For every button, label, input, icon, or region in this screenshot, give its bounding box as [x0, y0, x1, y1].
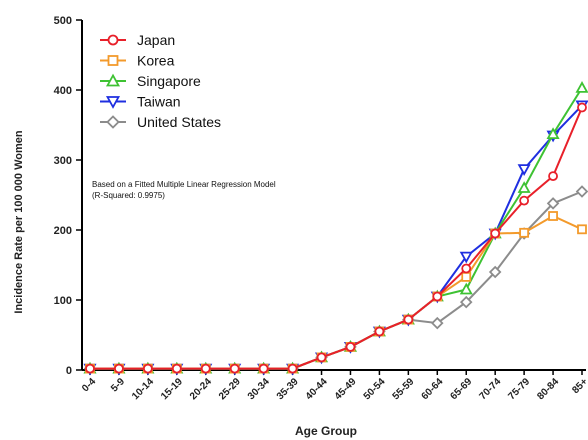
data-point-japan [432, 291, 443, 302]
data-point-japan [142, 363, 153, 374]
y-tick-label: 300 [54, 155, 72, 167]
data-point-japan [200, 363, 211, 374]
data-point-united-states [546, 197, 560, 210]
x-tick-label: 15-19 [159, 376, 185, 402]
data-point-korea [461, 271, 472, 282]
x-tick-label: 20-24 [188, 376, 214, 402]
x-tick-label: 45-49 [333, 376, 359, 402]
data-point-japan [114, 363, 124, 374]
x-tick-label: 80-84 [535, 376, 561, 402]
x-tick-label: 55-59 [391, 376, 417, 402]
annotation-line-2: (R-Squared: 0.9975) [92, 191, 165, 200]
data-point-japan [287, 363, 298, 374]
data-point-united-states [488, 265, 502, 279]
y-tick-label: 500 [54, 15, 72, 27]
x-tick-label: 25-29 [217, 376, 243, 402]
legend-label: Singapore [137, 73, 201, 89]
data-point-japan [171, 363, 182, 374]
x-tick-label: 35-39 [275, 376, 301, 402]
series-line-singapore [90, 87, 583, 370]
annotation-line-1: Based on a Fitted Multiple Linear Regres… [92, 180, 276, 189]
x-tick-label: 75-79 [506, 376, 532, 402]
x-axis-label: Age Group [295, 424, 357, 438]
data-point-japan [490, 228, 501, 239]
y-tick-label: 100 [54, 295, 72, 307]
y-ticks: 0 100 200 300 400 500 [54, 15, 82, 377]
data-point-japan [403, 314, 414, 325]
y-tick-label: 200 [54, 225, 72, 237]
data-point-japan [461, 263, 472, 274]
data-point-singapore [459, 282, 473, 295]
legend-item-singapore: Singapore [100, 73, 201, 89]
data-point-taiwan [459, 251, 473, 264]
data-point-japan [258, 363, 269, 374]
data-point-singapore [575, 81, 588, 93]
legend-label: Korea [137, 53, 175, 69]
series-line-korea [90, 214, 583, 370]
x-ticks: 0-4 5-9 10-14 15-19 20-24 25-29 30-34 35-39 40-4… [80, 370, 588, 402]
data-point-korea [577, 224, 587, 235]
y-tick-label: 0 [66, 365, 72, 377]
x-tick-label: 30-34 [246, 376, 272, 402]
legend-label: Taiwan [137, 94, 181, 110]
data-point-united-states [575, 185, 588, 198]
x-tick-label: 65-69 [448, 376, 474, 402]
legend-item-united-states: United States [100, 114, 221, 130]
series-korea [85, 211, 587, 374]
x-tick-label: 0-4 [80, 376, 98, 394]
y-tick-label: 400 [54, 85, 72, 97]
x-tick-label: 10-14 [130, 376, 156, 402]
data-point-singapore [546, 127, 560, 140]
legend-item-taiwan: Taiwan [100, 94, 181, 110]
legend-marker [107, 55, 119, 66]
legend-label: Japan [137, 32, 175, 48]
data-point-korea [548, 211, 558, 221]
legend-marker [107, 34, 119, 46]
legend-item-korea: Korea [100, 53, 175, 69]
legend-label: United States [137, 114, 221, 130]
x-tick-label: 60-64 [420, 376, 446, 402]
data-point-japan [374, 326, 385, 337]
legend-marker [105, 96, 121, 109]
data-point-united-states [431, 316, 444, 330]
data-point-japan [577, 102, 587, 113]
data-point-korea [519, 227, 530, 238]
y-axis-label: Incidence Rate per 100 000 Women [13, 130, 25, 313]
series-group [83, 81, 588, 376]
legend-marker [105, 73, 121, 87]
axes [81, 20, 586, 371]
data-point-japan [316, 352, 327, 363]
data-point-taiwan [517, 164, 531, 176]
x-tick-label: 70-74 [477, 376, 503, 402]
legend-item-japan: Japan [100, 32, 175, 48]
legend: Japan Korea Singapore Taiwan United States [100, 32, 221, 130]
x-tick-label: 85+ [570, 376, 588, 396]
data-point-japan [229, 363, 240, 374]
data-point-japan [548, 171, 558, 182]
legend-marker [106, 115, 120, 129]
data-point-japan [85, 363, 95, 374]
x-tick-label: 5-9 [109, 376, 127, 394]
series-japan [85, 102, 587, 374]
series-line-taiwan [90, 104, 583, 370]
data-point-united-states [459, 295, 473, 309]
data-point-singapore [517, 181, 531, 193]
x-tick-label: 40-44 [304, 376, 330, 402]
data-point-japan [519, 195, 530, 206]
series-line-japan [90, 107, 583, 370]
x-tick-label: 50-54 [362, 376, 388, 402]
data-point-japan [345, 341, 356, 352]
series-taiwan [83, 100, 588, 376]
